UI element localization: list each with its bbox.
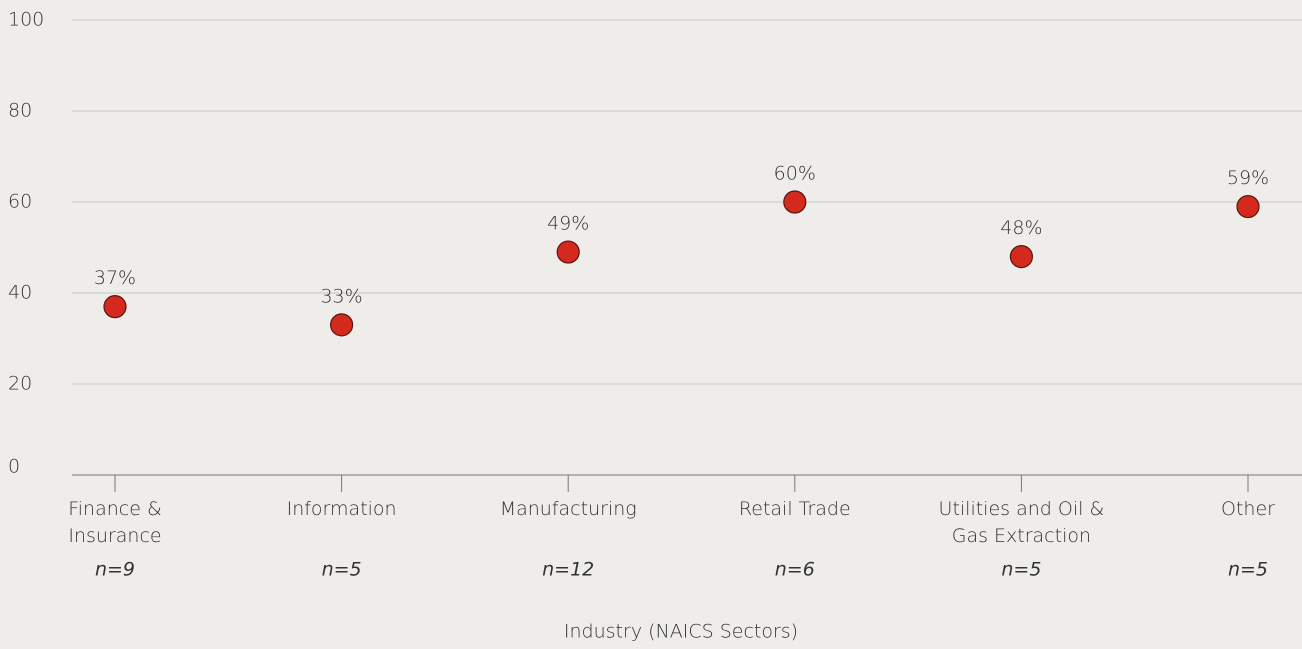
sample-size: n=12 xyxy=(542,559,594,581)
sample-size: n=5 xyxy=(1001,559,1041,581)
dot xyxy=(1009,245,1034,269)
y-tick-label: 40 xyxy=(8,282,32,304)
y-tick-label: 20 xyxy=(8,373,32,395)
x-tick-label: Manufacturing xyxy=(499,498,637,520)
y-tick-label: 60 xyxy=(8,191,32,213)
x-tick-label: Retail Trade xyxy=(738,498,851,520)
x-axis-title: Industry (NAICS Sectors) xyxy=(564,621,798,643)
sample-size: n=5 xyxy=(322,559,362,581)
dot xyxy=(103,295,127,319)
y-tick-label: 0 xyxy=(8,456,20,478)
x-tick-label: Utilities and Oil & Gas Extraction xyxy=(938,498,1105,547)
data-label: 60% xyxy=(774,163,816,185)
dot xyxy=(1236,194,1260,219)
dot xyxy=(330,313,354,337)
dot xyxy=(783,190,807,214)
sample-size: n=9 xyxy=(95,559,135,581)
sample-size: n=5 xyxy=(1228,559,1268,581)
x-tick-label: Finance & Insurance xyxy=(68,498,162,547)
y-tick-label: 100 xyxy=(8,9,44,31)
x-tick-label: Information xyxy=(286,498,397,520)
sample-size: n=6 xyxy=(775,559,815,581)
y-tick-label: 80 xyxy=(8,100,32,122)
data-label: 37% xyxy=(94,267,136,289)
data-label: 49% xyxy=(547,213,589,235)
data-label: 33% xyxy=(320,285,362,307)
x-tick-label: Other xyxy=(1221,498,1275,520)
data-label: 48% xyxy=(1000,217,1042,239)
data-label: 59% xyxy=(1227,167,1269,189)
dot xyxy=(556,240,580,264)
